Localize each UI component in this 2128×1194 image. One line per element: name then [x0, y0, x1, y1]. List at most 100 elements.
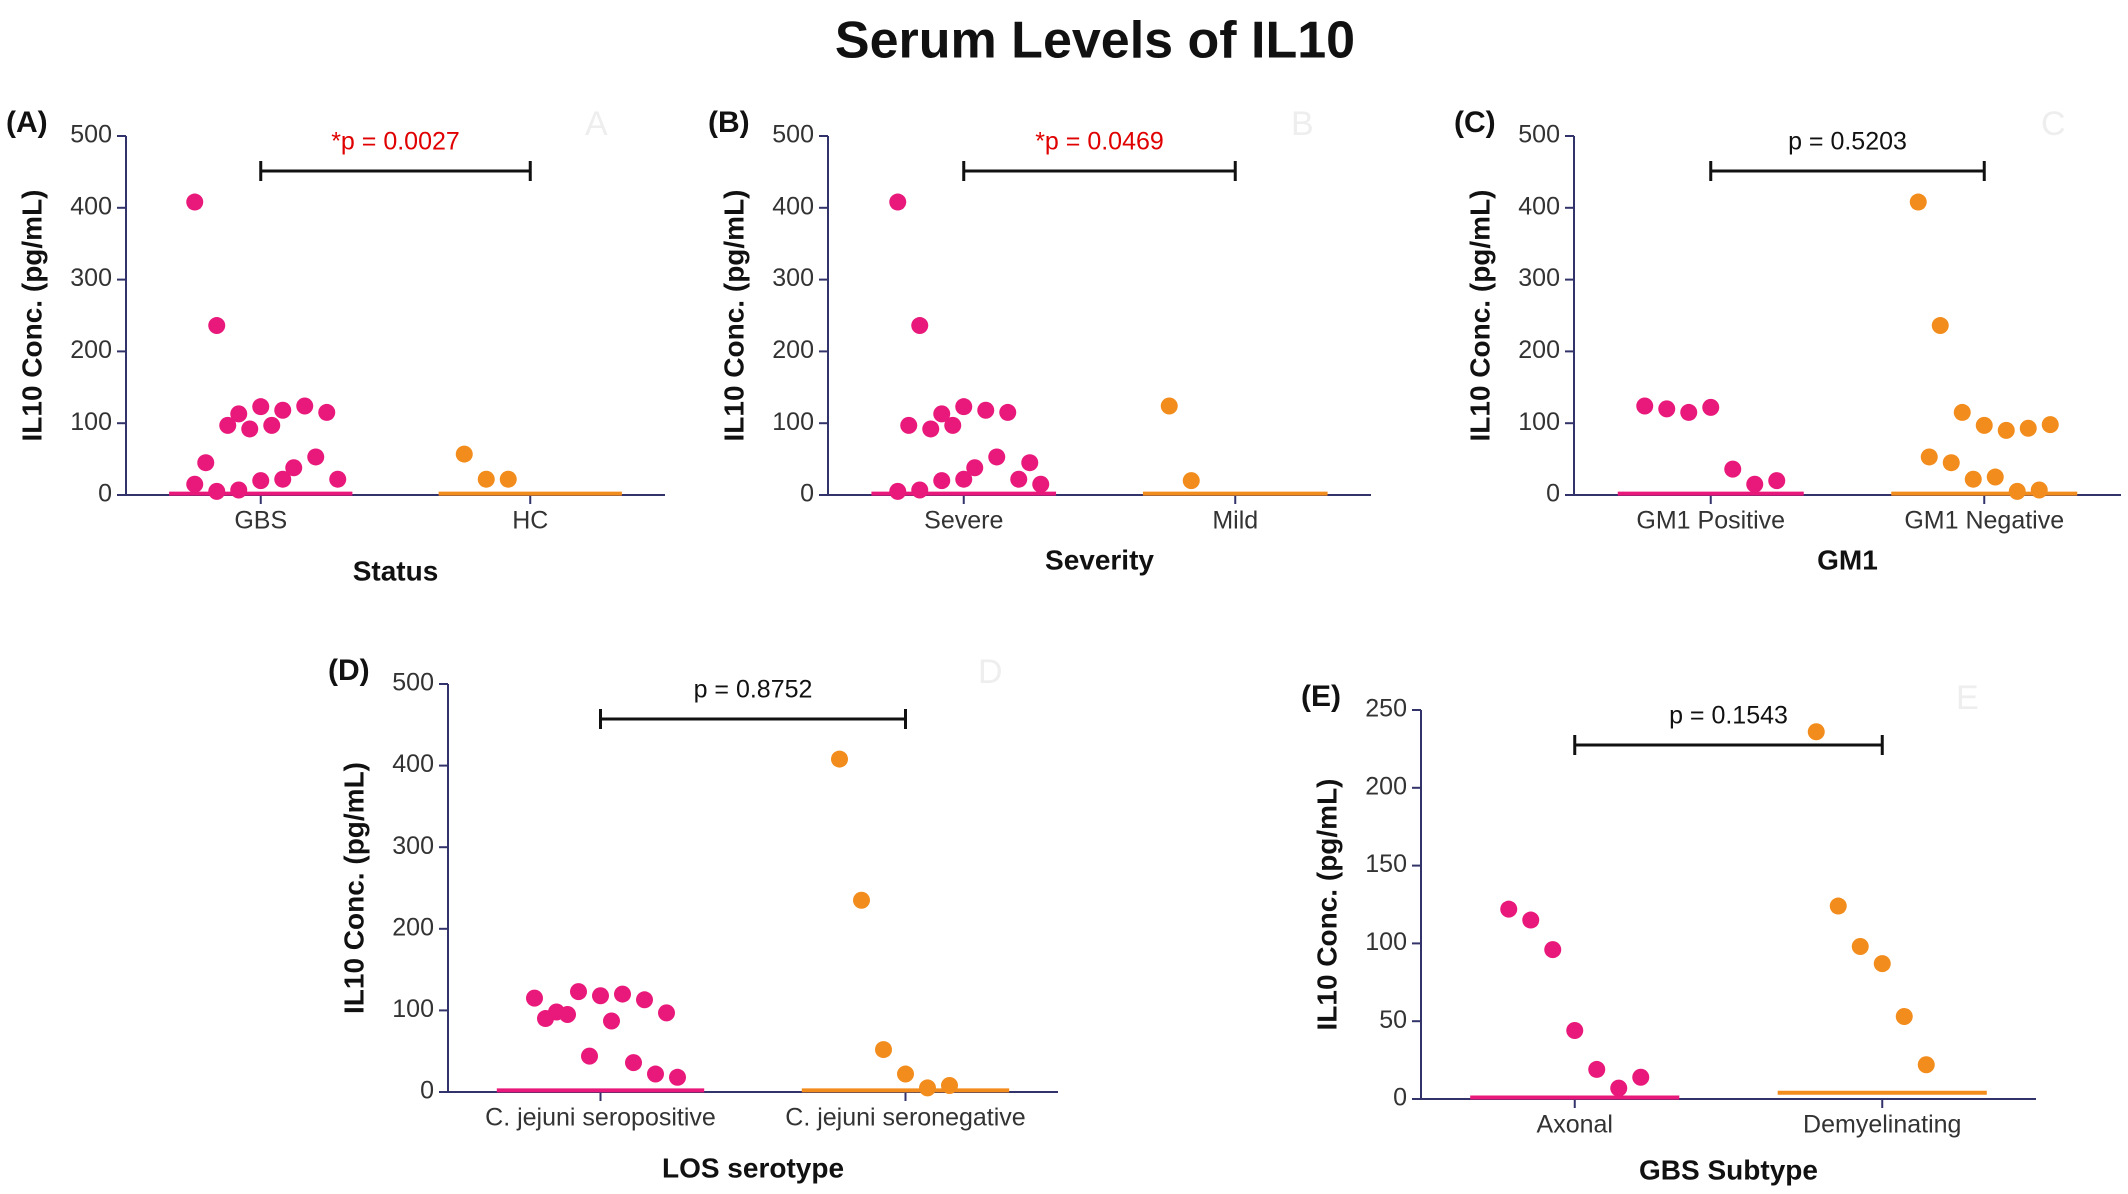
data-point [1160, 397, 1178, 415]
y-tick-label: 300 [1518, 264, 1560, 292]
figure-title: Serum Levels of IL10 [835, 12, 1355, 70]
data-point [230, 481, 248, 499]
data-point [1182, 472, 1200, 490]
p-value: *p = 0.0027 [331, 128, 460, 156]
data-point [1522, 911, 1540, 929]
data-point [296, 397, 314, 415]
data-point [186, 193, 204, 211]
y-tick-label: 200 [392, 913, 434, 941]
data-point [897, 1065, 914, 1083]
data-point [1768, 472, 1786, 490]
data-point [941, 1076, 958, 1094]
data-point [1610, 1079, 1628, 1097]
x-tick-label: GM1 Negative [1904, 507, 2064, 535]
panel-watermark: A [585, 105, 608, 143]
data-point [208, 317, 226, 335]
data-point [1500, 900, 1518, 918]
data-point [1975, 416, 1993, 434]
x-axis-label: Severity [1045, 544, 1154, 575]
y-axis-label: IL10 Conc. (pg/mL) [16, 190, 47, 442]
data-point [1702, 398, 1720, 416]
y-tick-label: 100 [392, 995, 434, 1023]
x-axis-label: Status [353, 555, 439, 586]
y-tick-label: 200 [1365, 772, 1407, 800]
data-point [455, 445, 473, 463]
data-point [219, 416, 237, 434]
data-point [329, 470, 347, 488]
y-tick-label: 300 [772, 264, 814, 292]
data-point [252, 472, 270, 490]
data-point [831, 750, 848, 768]
y-tick-label: 150 [1365, 850, 1407, 878]
data-point [977, 401, 995, 419]
data-point [1680, 403, 1698, 421]
data-point [230, 405, 248, 423]
panel-watermark: E [1956, 679, 1979, 717]
x-tick-label: GM1 Positive [1636, 507, 1785, 535]
y-tick-label: 0 [800, 480, 814, 508]
y-tick-label: 0 [1546, 480, 1560, 508]
data-point [1953, 403, 1971, 421]
data-point [647, 1065, 664, 1083]
data-point [955, 398, 973, 416]
x-tick-label: Severe [924, 507, 1003, 535]
panel-watermark: B [1291, 105, 1314, 143]
data-point [1920, 448, 1938, 466]
data-point [658, 1004, 675, 1022]
y-tick-label: 400 [392, 750, 434, 778]
x-tick-label: C. jejuni seropositive [485, 1104, 716, 1132]
y-tick-label: 300 [392, 832, 434, 860]
data-point [526, 989, 543, 1007]
panel-label: (E) [1301, 680, 1341, 713]
data-point [1658, 400, 1676, 418]
data-point [1746, 475, 1764, 493]
data-point [875, 1041, 892, 1059]
y-tick-label: 0 [98, 480, 112, 508]
significance-bracket [1573, 735, 1884, 755]
panel-label: (D) [328, 654, 370, 687]
y-tick-label: 400 [772, 192, 814, 220]
data-point [1917, 1056, 1935, 1074]
data-point [625, 1054, 642, 1072]
x-axis-label: GM1 [1817, 544, 1878, 575]
data-point [1873, 955, 1891, 973]
data-point [252, 398, 270, 416]
data-point [2008, 482, 2026, 500]
y-axis-label: IL10 Conc. (pg/mL) [718, 190, 749, 442]
data-point [2030, 481, 2048, 499]
panel: (E) E 0 50 100 150 200 250 IL10 Conc. (pg/mL) GBS… [1301, 679, 2036, 1185]
y-tick-label: 100 [70, 408, 112, 436]
data-point [2019, 419, 2037, 437]
data-point [1829, 897, 1847, 915]
data-point [1931, 317, 1949, 335]
y-tick-label: 500 [772, 121, 814, 149]
data-point [559, 1005, 576, 1023]
data-point [241, 420, 259, 438]
data-point [933, 472, 951, 490]
data-point [1010, 470, 1028, 488]
y-axis-label: IL10 Conc. (pg/mL) [338, 762, 369, 1014]
y-tick-label: 200 [70, 336, 112, 364]
data-point [499, 470, 517, 488]
x-tick-label: HC [512, 507, 548, 535]
y-tick-label: 500 [70, 121, 112, 149]
panel-label: (A) [6, 106, 48, 139]
y-tick-label: 300 [70, 264, 112, 292]
data-point [966, 459, 984, 477]
p-value: *p = 0.0469 [1035, 128, 1164, 156]
data-point [307, 448, 325, 466]
panel-label: (B) [708, 106, 750, 139]
y-tick-label: 400 [1518, 192, 1560, 220]
data-point [1964, 470, 1982, 488]
data-point [1588, 1060, 1606, 1078]
data-point [900, 416, 918, 434]
y-tick-label: 0 [1393, 1084, 1407, 1112]
x-tick-label: Demyelinating [1803, 1111, 1961, 1139]
y-tick-label: 100 [1365, 928, 1407, 956]
data-point [988, 448, 1006, 466]
data-point [186, 475, 204, 493]
data-point [1632, 1068, 1650, 1086]
significance-bracket [1709, 161, 1986, 181]
data-point [592, 987, 609, 1005]
data-point [1021, 454, 1039, 472]
